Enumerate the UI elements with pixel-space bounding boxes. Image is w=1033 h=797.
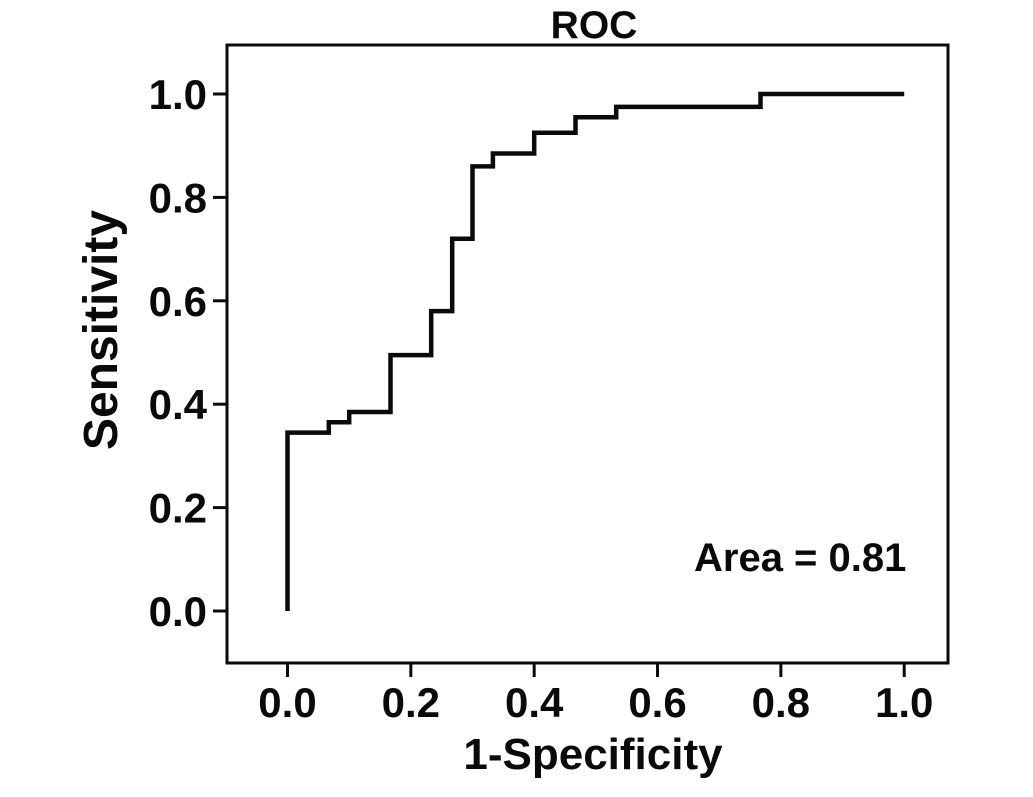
x-tick-label: 0.2 — [382, 679, 440, 726]
y-tick-label: 0.2 — [149, 485, 207, 532]
x-tick-label: 0.8 — [752, 679, 810, 726]
y-axis-label: Sensitivity — [75, 210, 128, 450]
x-axis-ticks: 0.0 0.2 0.4 0.6 0.8 1.0 — [258, 663, 933, 726]
x-tick-label: 1.0 — [875, 679, 933, 726]
y-tick-label: 0.8 — [149, 174, 207, 221]
plot-area-frame — [225, 43, 950, 665]
x-tick-label: 0.4 — [505, 679, 564, 726]
auc-annotation: Area = 0.81 — [694, 536, 906, 580]
y-tick-label: 1.0 — [149, 71, 207, 118]
y-tick-label: 0.4 — [149, 381, 208, 428]
x-axis-label: 1-Specificity — [463, 730, 723, 779]
chart-title: ROC — [551, 4, 638, 47]
roc-curve — [285, 91, 905, 611]
y-axis-ticks: 0.0 0.2 0.4 0.6 0.8 1.0 — [149, 71, 227, 635]
x-tick-label: 0.0 — [258, 679, 316, 726]
x-tick-label: 0.6 — [628, 679, 686, 726]
y-tick-label: 0.0 — [149, 588, 207, 635]
y-tick-label: 0.6 — [149, 278, 207, 325]
